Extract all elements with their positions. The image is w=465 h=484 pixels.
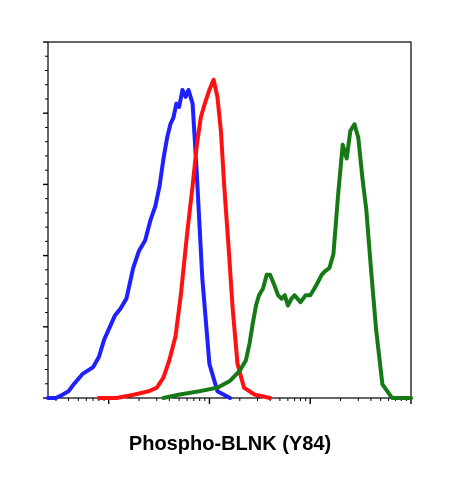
- series-line-3: [161, 122, 413, 400]
- series-line-2: [96, 77, 273, 400]
- series-line-1: [46, 87, 232, 400]
- x-axis-label: Phospho-BLNK (Y84): [129, 433, 331, 455]
- y-axis-ticks: [43, 41, 48, 399]
- series-layer: [46, 77, 413, 400]
